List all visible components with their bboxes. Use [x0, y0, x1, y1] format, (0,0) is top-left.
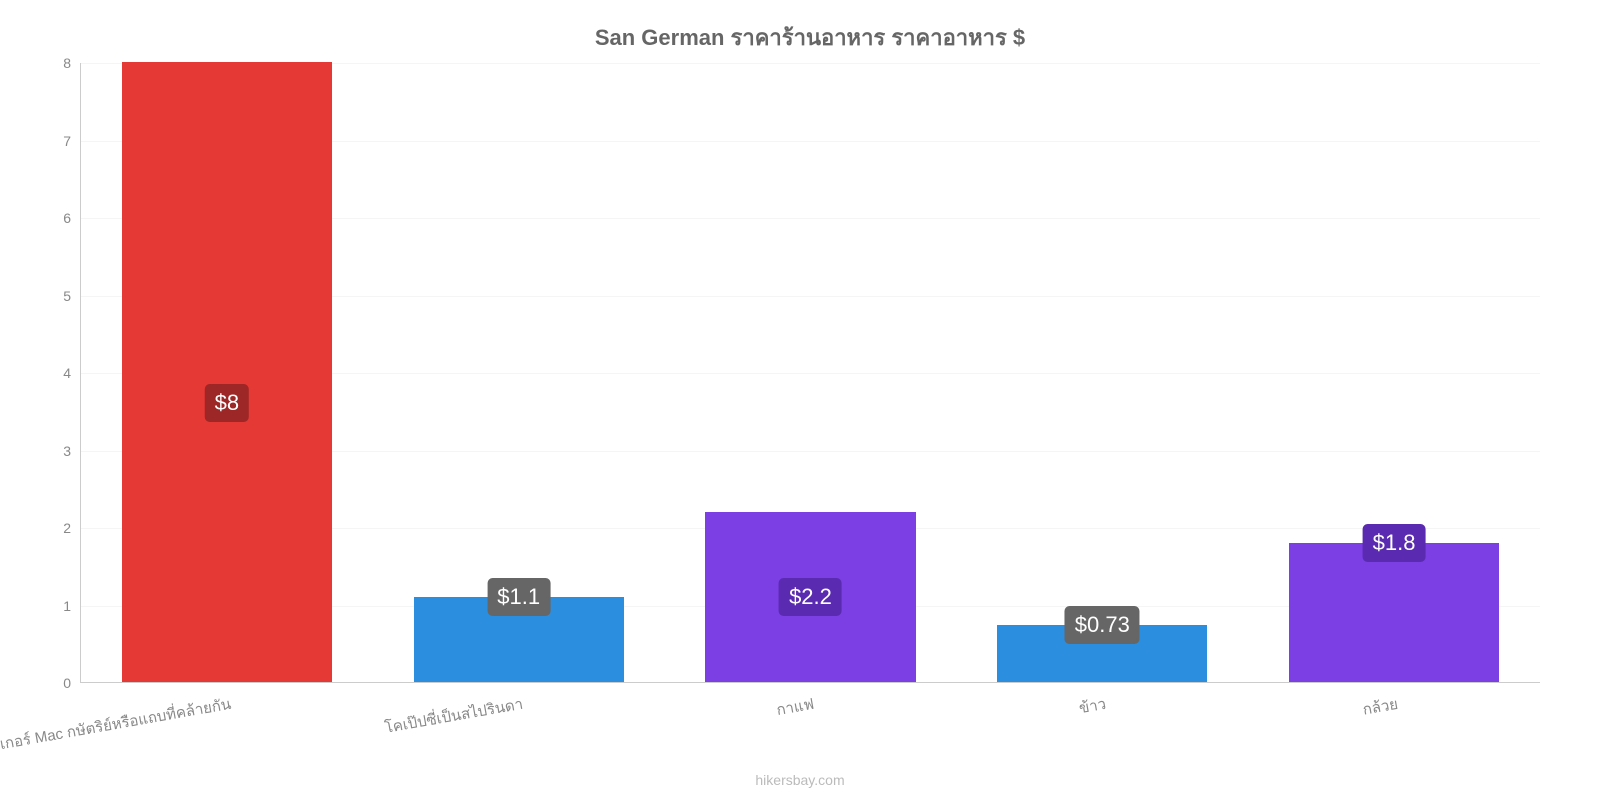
bar: $0.73	[997, 625, 1207, 682]
bar-slot: $0.73ข้าว	[956, 63, 1248, 682]
xtick-label: ข้าว	[1076, 682, 1109, 720]
xtick-label: เบอร์เกอร์ Mac กษัตริย์หรือแถบที่คล้ายกั…	[0, 682, 233, 762]
ytick-label: 7	[63, 133, 81, 149]
chart-container: San German ราคาร้านอาหาร ราคาอาหาร $ 012…	[80, 20, 1540, 700]
bar: $8	[122, 62, 332, 682]
ytick-label: 1	[63, 598, 81, 614]
bars-group: $8เบอร์เกอร์ Mac กษัตริย์หรือแถบที่คล้าย…	[81, 63, 1540, 682]
bar: $2.2	[705, 512, 915, 683]
bar-slot: $1.1โคเป๊ปซี่เป็นสไปรินดา	[373, 63, 665, 682]
ytick-label: 0	[63, 675, 81, 691]
value-badge: $1.1	[487, 578, 550, 616]
value-badge: $0.73	[1065, 606, 1140, 644]
xtick-label: โคเป๊ปซี่เป็นสไปรินดา	[381, 682, 525, 740]
bar-slot: $8เบอร์เกอร์ Mac กษัตริย์หรือแถบที่คล้าย…	[81, 63, 373, 682]
xtick-label: กาแฟ	[773, 682, 816, 722]
plot-area: 012345678 $8เบอร์เกอร์ Mac กษัตริย์หรือแ…	[80, 63, 1540, 683]
chart-title: San German ราคาร้านอาหาร ราคาอาหาร $	[80, 20, 1540, 55]
bar-slot: $1.8กล้วย	[1248, 63, 1540, 682]
bar: $1.8	[1289, 543, 1499, 683]
bar-slot: $2.2กาแฟ	[665, 63, 957, 682]
value-badge: $8	[205, 384, 249, 422]
ytick-label: 5	[63, 288, 81, 304]
ytick-label: 6	[63, 210, 81, 226]
ytick-label: 8	[63, 55, 81, 71]
ytick-label: 4	[63, 365, 81, 381]
source-label: hikersbay.com	[755, 772, 844, 788]
ytick-label: 2	[63, 520, 81, 536]
ytick-label: 3	[63, 443, 81, 459]
value-badge: $2.2	[779, 578, 842, 616]
xtick-label: กล้วย	[1359, 682, 1400, 722]
bar: $1.1	[414, 597, 624, 682]
value-badge: $1.8	[1363, 524, 1426, 562]
